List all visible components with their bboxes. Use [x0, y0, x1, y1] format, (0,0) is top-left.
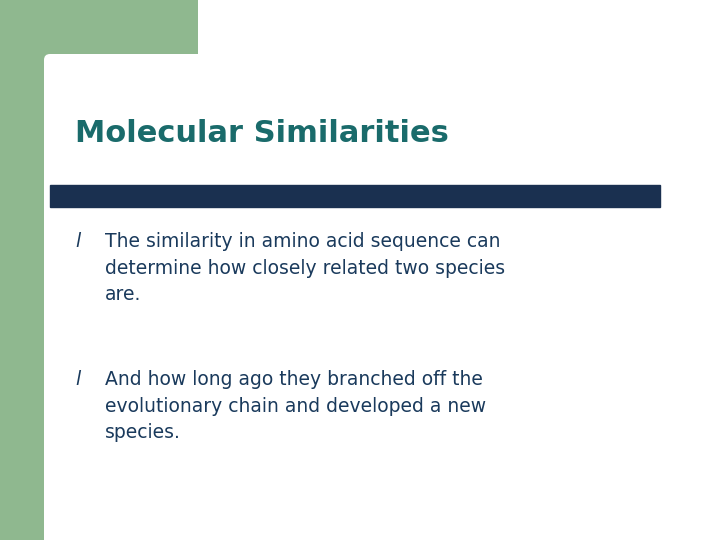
Text: And how long ago they branched off the
evolutionary chain and developed a new
sp: And how long ago they branched off the e… — [105, 370, 486, 442]
Text: Molecular Similarities: Molecular Similarities — [75, 119, 449, 148]
Text: l: l — [75, 370, 80, 389]
FancyBboxPatch shape — [0, 0, 198, 138]
FancyBboxPatch shape — [44, 54, 720, 540]
Bar — [0, 0, 50, 540]
Text: The similarity in amino acid sequence can
determine how closely related two spec: The similarity in amino acid sequence ca… — [105, 232, 505, 304]
Text: l: l — [75, 232, 80, 251]
Bar — [50, 185, 660, 207]
